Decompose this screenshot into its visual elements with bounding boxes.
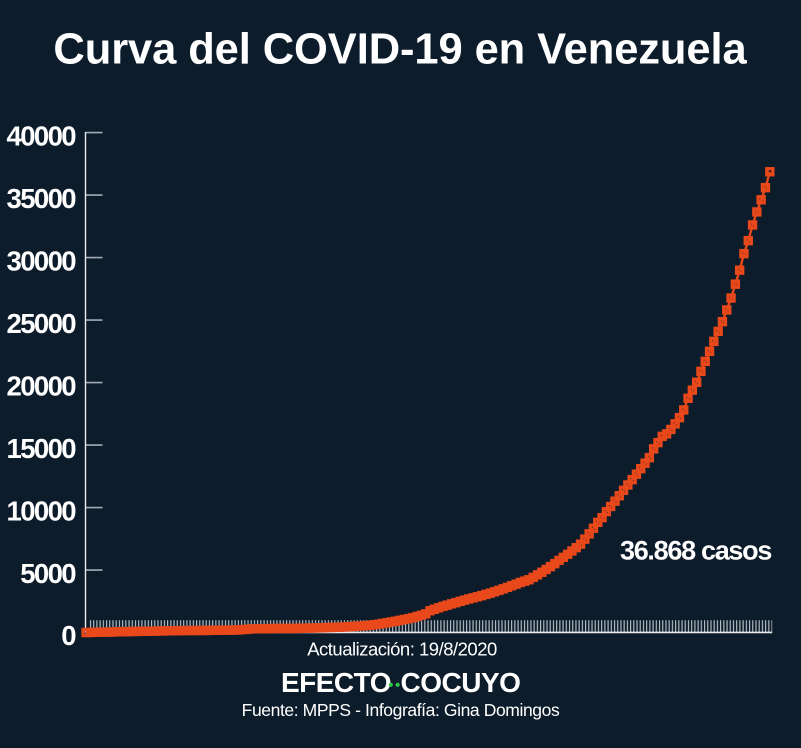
svg-text:40000: 40000 bbox=[7, 121, 77, 152]
svg-text:15000: 15000 bbox=[7, 433, 77, 464]
svg-text:5000: 5000 bbox=[20, 558, 76, 589]
svg-text:25000: 25000 bbox=[7, 308, 77, 339]
svg-text:10000: 10000 bbox=[7, 496, 77, 527]
svg-text:Curva del COVID-19 en Venezuel: Curva del COVID-19 en Venezuela bbox=[53, 26, 747, 74]
svg-text:COCUYO: COCUYO bbox=[401, 667, 521, 698]
svg-text:20000: 20000 bbox=[7, 371, 77, 402]
svg-text:0: 0 bbox=[61, 620, 76, 651]
svg-text:EFECTO: EFECTO bbox=[281, 667, 391, 698]
svg-text:35000: 35000 bbox=[7, 183, 77, 214]
svg-text:Actualización: 19/8/2020: Actualización: 19/8/2020 bbox=[307, 639, 497, 660]
svg-text:36.868 casos: 36.868 casos bbox=[620, 536, 771, 566]
svg-text:Fuente: MPPS - Infografía: Gin: Fuente: MPPS - Infografía: Gina Domingos bbox=[242, 700, 560, 720]
svg-text:30000: 30000 bbox=[7, 246, 77, 277]
